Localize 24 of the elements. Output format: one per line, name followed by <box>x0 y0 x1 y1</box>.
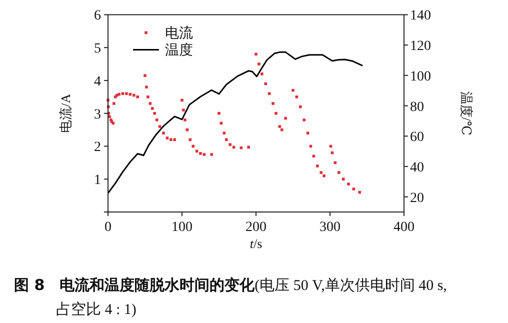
x-axis-title: t/s <box>250 236 262 251</box>
chart-title: 图 8 电流和温度随脱水时间的变化(电压 50 V,单次供电时间 40 s,占空比 4 : 1) <box>14 276 447 318</box>
x-tick-label: 400 <box>394 220 414 235</box>
y-tick-label: 3 <box>94 107 101 122</box>
y-tick-label: 5 <box>94 42 101 57</box>
x-tick-label: 0 <box>104 220 112 235</box>
y-tick-label: 4 <box>94 74 101 90</box>
y2-tick-label: 80 <box>410 100 424 115</box>
x-tick-label: 100 <box>172 220 192 235</box>
y2-axis-title: 温度/℃ <box>459 91 474 136</box>
legend-label: 温度 <box>165 42 193 59</box>
y2-tick-label: 100 <box>410 69 431 84</box>
y-axis-title: 电流/A <box>58 93 73 133</box>
y2-tick-label: 40 <box>410 160 424 176</box>
y2-tick-label: 60 <box>410 130 424 146</box>
y2-tick-label: 20 <box>410 190 424 206</box>
y-tick-label: 1 <box>94 173 101 188</box>
y2-tick-label: 120 <box>410 39 431 54</box>
y-tick-label: 6 <box>94 8 101 24</box>
y2-tick-label: 140 <box>410 8 431 24</box>
legend-label: 电流 <box>165 26 193 42</box>
x-tick-label: 200 <box>246 220 266 235</box>
x-tick-label: 300 <box>320 220 340 235</box>
y-tick-label: 2 <box>94 140 101 156</box>
